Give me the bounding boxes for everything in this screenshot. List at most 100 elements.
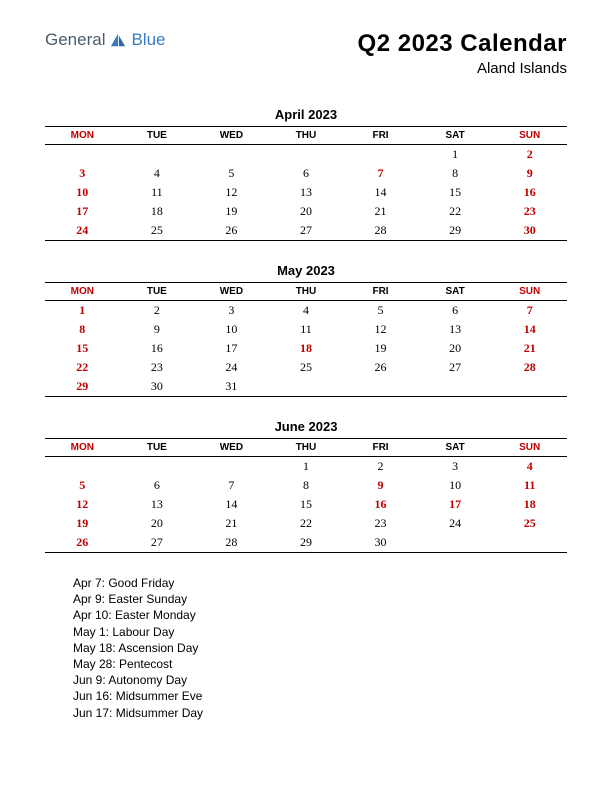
table-row: 891011121314 [45, 320, 567, 339]
day-cell: 4 [120, 164, 195, 183]
day-cell: 11 [120, 183, 195, 202]
day-cell: 11 [269, 320, 344, 339]
holiday-line: Jun 17: Midsummer Day [73, 705, 567, 721]
day-cell: 22 [418, 202, 493, 221]
day-cell: 18 [269, 339, 344, 358]
day-cell: 29 [418, 221, 493, 241]
holiday-line: Jun 9: Autonomy Day [73, 672, 567, 688]
day-cell: 2 [492, 145, 567, 165]
holiday-line: Apr 9: Easter Sunday [73, 591, 567, 607]
day-cell: 14 [343, 183, 418, 202]
day-cell: 23 [120, 358, 195, 377]
table-row: 12 [45, 145, 567, 165]
table-row: 24252627282930 [45, 221, 567, 241]
table-row: 1234 [45, 457, 567, 477]
day-cell: 31 [194, 377, 269, 397]
day-cell [45, 457, 120, 477]
day-cell: 1 [269, 457, 344, 477]
day-cell: 6 [269, 164, 344, 183]
day-cell: 16 [492, 183, 567, 202]
holiday-line: May 18: Ascension Day [73, 640, 567, 656]
day-cell: 19 [343, 339, 418, 358]
day-cell [194, 145, 269, 165]
day-cell: 9 [492, 164, 567, 183]
day-header: SUN [492, 283, 567, 301]
holiday-list: Apr 7: Good FridayApr 9: Easter SundayAp… [45, 575, 567, 721]
day-cell: 9 [120, 320, 195, 339]
day-cell: 27 [269, 221, 344, 241]
day-cell: 10 [194, 320, 269, 339]
table-row: 1234567 [45, 301, 567, 321]
day-cell: 17 [418, 495, 493, 514]
day-cell: 12 [343, 320, 418, 339]
day-cell: 3 [418, 457, 493, 477]
day-cell: 16 [343, 495, 418, 514]
table-row: 10111213141516 [45, 183, 567, 202]
month-block: June 2023MONTUEWEDTHUFRISATSUN1234567891… [45, 419, 567, 553]
day-cell [45, 145, 120, 165]
day-cell: 21 [194, 514, 269, 533]
day-header: TUE [120, 439, 195, 457]
day-cell: 20 [418, 339, 493, 358]
day-cell [269, 145, 344, 165]
day-cell: 22 [45, 358, 120, 377]
day-cell: 18 [492, 495, 567, 514]
table-row: 3456789 [45, 164, 567, 183]
day-cell: 11 [492, 476, 567, 495]
holiday-line: May 28: Pentecost [73, 656, 567, 672]
day-cell [343, 145, 418, 165]
day-header: TUE [120, 283, 195, 301]
day-cell [492, 377, 567, 397]
day-header: THU [269, 127, 344, 145]
day-cell: 17 [194, 339, 269, 358]
day-cell [269, 377, 344, 397]
day-header: SAT [418, 127, 493, 145]
day-cell: 7 [492, 301, 567, 321]
day-cell: 17 [45, 202, 120, 221]
day-header: THU [269, 283, 344, 301]
holiday-line: May 1: Labour Day [73, 624, 567, 640]
day-header: FRI [343, 283, 418, 301]
day-cell: 5 [45, 476, 120, 495]
day-cell: 25 [492, 514, 567, 533]
logo-text-1: General [45, 30, 105, 50]
page-subtitle: Aland Islands [358, 60, 567, 77]
day-cell: 8 [269, 476, 344, 495]
month-block: April 2023MONTUEWEDTHUFRISATSUN123456789… [45, 107, 567, 241]
logo-text-2: Blue [131, 30, 165, 50]
day-cell: 26 [194, 221, 269, 241]
day-cell: 3 [194, 301, 269, 321]
month-title: April 2023 [45, 107, 567, 122]
day-header: SAT [418, 283, 493, 301]
day-cell: 4 [492, 457, 567, 477]
day-cell: 30 [343, 533, 418, 553]
day-header: FRI [343, 439, 418, 457]
day-cell: 24 [45, 221, 120, 241]
day-cell: 28 [343, 221, 418, 241]
calendar-table: MONTUEWEDTHUFRISATSUN1234567891011121314… [45, 282, 567, 397]
day-cell: 2 [120, 301, 195, 321]
day-header: WED [194, 127, 269, 145]
calendar-table: MONTUEWEDTHUFRISATSUN1234567891011121314… [45, 126, 567, 241]
day-cell: 23 [343, 514, 418, 533]
day-cell: 19 [45, 514, 120, 533]
month-title: June 2023 [45, 419, 567, 434]
holiday-line: Apr 7: Good Friday [73, 575, 567, 591]
day-cell: 10 [45, 183, 120, 202]
day-cell: 25 [120, 221, 195, 241]
day-cell: 12 [194, 183, 269, 202]
day-cell [418, 377, 493, 397]
table-row: 12131415161718 [45, 495, 567, 514]
day-header: WED [194, 283, 269, 301]
day-cell: 2 [343, 457, 418, 477]
day-cell: 28 [194, 533, 269, 553]
table-row: 17181920212223 [45, 202, 567, 221]
day-cell: 8 [418, 164, 493, 183]
day-header: TUE [120, 127, 195, 145]
day-cell: 7 [194, 476, 269, 495]
day-cell: 29 [269, 533, 344, 553]
table-row: 22232425262728 [45, 358, 567, 377]
day-cell: 13 [120, 495, 195, 514]
day-cell: 1 [418, 145, 493, 165]
month-title: May 2023 [45, 263, 567, 278]
